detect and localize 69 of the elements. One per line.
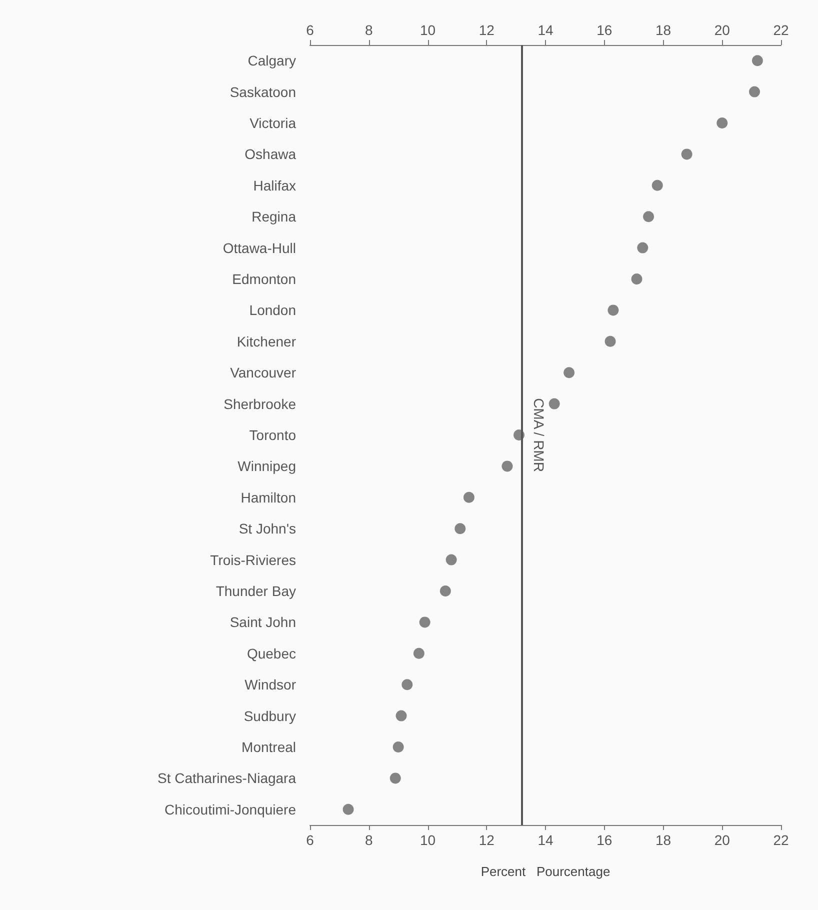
x-tick-label: 12 (478, 832, 495, 848)
point (604, 336, 616, 347)
point (548, 398, 560, 410)
point (392, 742, 404, 752)
y-tick-label: Toronto (249, 427, 296, 443)
point (342, 804, 354, 815)
point (681, 148, 692, 160)
point (637, 242, 648, 254)
point (652, 180, 663, 191)
x2-tick-label: 12 (478, 22, 495, 38)
y-tick-label: Trois-Rivieres (210, 552, 296, 568)
y-tick-label: Victoria (250, 115, 296, 131)
point (749, 86, 760, 98)
point (419, 616, 430, 628)
y-tick-label: Vancouver (230, 364, 296, 381)
y-tick-label: London (249, 302, 296, 318)
point (643, 211, 654, 222)
y-tick-label: Thunder Bay (216, 583, 296, 599)
x-tick-label: 22 (773, 832, 789, 848)
x-tick-label: 8 (364, 832, 373, 848)
x2-tick-label: 8 (364, 22, 373, 38)
y-tick-label: Quebec (246, 645, 296, 662)
x2-tick-label: 10 (420, 22, 436, 38)
point (440, 586, 451, 596)
x-tick-label: 20 (714, 832, 730, 848)
y-tick-label: Sherbrooke (224, 396, 296, 412)
y-tick-label: Calgary (248, 52, 296, 69)
point (402, 679, 413, 690)
point (608, 304, 619, 316)
x2-tick-label: 6 (306, 22, 314, 38)
x2-tick-label: 14 (538, 22, 554, 38)
x-tick-label: 6 (306, 832, 314, 848)
point (396, 710, 407, 722)
x2-tick-label: 20 (714, 22, 730, 38)
y-tick-label: Halifax (253, 177, 296, 194)
y-tick-label: Edmonton (232, 271, 296, 287)
point (454, 523, 466, 534)
ref-line-label: CMA / RMR (530, 398, 547, 472)
y-tick-label: Sudbury (244, 708, 296, 724)
y-tick-label: Saint John (230, 614, 296, 630)
x2-tick-label: 16 (596, 22, 612, 38)
y-tick-label: Montreal (242, 739, 296, 755)
y-tick-label: Chicoutimi-Jonquiere (164, 801, 296, 818)
y-tick-label: Kitchener (236, 333, 296, 350)
y-tick-label: Oshawa (244, 146, 296, 162)
point (446, 554, 457, 566)
y-tick-label: Hamilton (240, 489, 296, 506)
point (390, 772, 401, 784)
y-tick-label: Saskatoon (230, 84, 296, 100)
point (413, 648, 424, 659)
point (564, 367, 575, 378)
x-axis-title: Percent Pourcentage (480, 864, 610, 879)
point (502, 460, 513, 472)
y-tick-label: St Catharines-Niagara (157, 770, 296, 786)
x2-tick-label: 22 (773, 22, 789, 38)
y-tick-label: St John's (238, 520, 296, 537)
x2-tick-label: 18 (655, 22, 672, 38)
point (752, 55, 763, 66)
y-tick-label: Winnipeg (238, 458, 296, 474)
point (631, 274, 642, 284)
point (463, 492, 474, 503)
y-tick-label: Regina (252, 208, 296, 225)
x-tick-label: 14 (538, 832, 554, 848)
point (716, 118, 728, 128)
x-tick-label: 10 (420, 832, 436, 848)
x-tick-label: 16 (596, 832, 612, 848)
x-tick-label: 18 (655, 832, 672, 848)
y-tick-label: Ottawa-Hull (222, 240, 296, 256)
y-tick-label: Windsor (244, 676, 296, 693)
